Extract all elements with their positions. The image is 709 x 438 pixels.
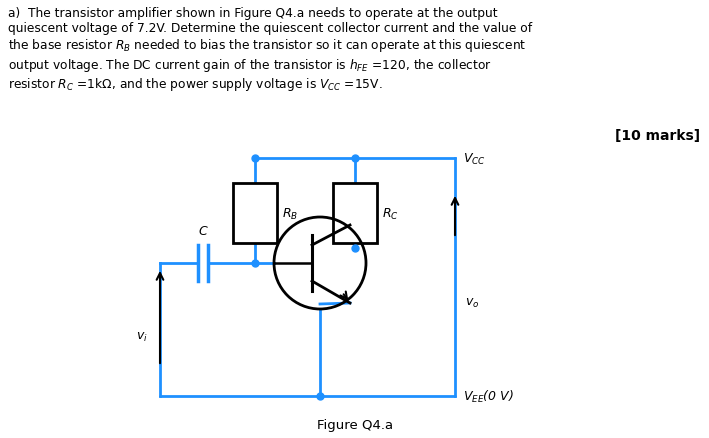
Text: $R_B$: $R_B$ (282, 206, 298, 221)
FancyBboxPatch shape (333, 184, 377, 244)
Text: a)  The transistor amplifier shown in Figure Q4.a needs to operate at the output: a) The transistor amplifier shown in Fig… (8, 7, 532, 93)
Text: $V_{CC}$: $V_{CC}$ (463, 151, 486, 166)
Text: $v_i$: $v_i$ (136, 330, 148, 343)
Text: Figure Q4.a: Figure Q4.a (317, 418, 393, 431)
Text: $C$: $C$ (198, 225, 208, 237)
Text: [10 marks]: [10 marks] (615, 129, 700, 143)
Text: $V_{EE}$(0 V): $V_{EE}$(0 V) (463, 388, 514, 404)
Text: $R_C$: $R_C$ (382, 206, 398, 221)
Text: $v_o$: $v_o$ (465, 296, 479, 309)
FancyBboxPatch shape (233, 184, 277, 244)
